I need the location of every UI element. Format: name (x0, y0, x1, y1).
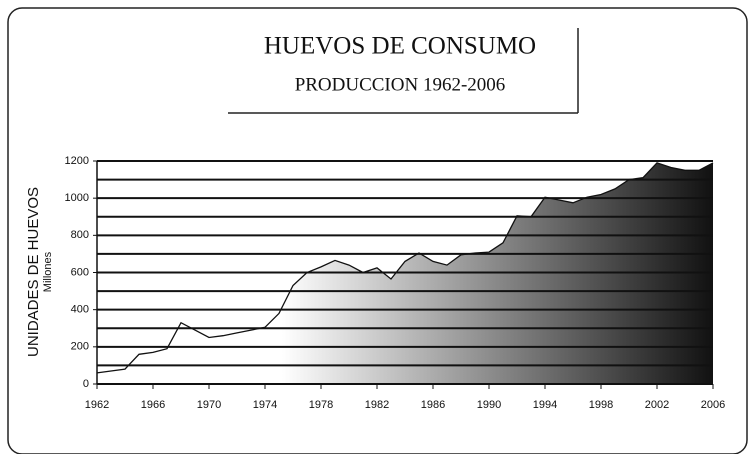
x-tick-label: 1998 (589, 399, 613, 411)
x-tick-label: 1994 (533, 399, 557, 411)
x-tick-label: 1962 (85, 399, 109, 411)
y-tick-label: 400 (71, 304, 89, 316)
y-axis-unit: Millones (42, 251, 54, 292)
x-tick-label: 2006 (701, 399, 725, 411)
y-tick-label: 600 (71, 266, 89, 278)
x-tick-label: 1978 (309, 399, 333, 411)
x-tick-label: 1970 (197, 399, 221, 411)
chart-title: HUEVOS DE CONSUMO (264, 33, 536, 60)
line (96, 162, 714, 374)
y-axis-label: UNIDADES DE HUEVOS (25, 187, 42, 357)
x-tick-label: 1982 (365, 399, 389, 411)
y-tick-label: 1000 (65, 192, 89, 204)
y-tick-label: 800 (71, 229, 89, 241)
y-tick-label: 1200 (65, 155, 89, 167)
x-tick-label: 2002 (645, 399, 669, 411)
x-tick-label: 1990 (477, 399, 501, 411)
x-tick-label: 1974 (253, 399, 277, 411)
x-tick-label: 1986 (421, 399, 445, 411)
y-tick-label: 0 (83, 378, 89, 390)
chart-subtitle: PRODUCCION 1962-2006 (295, 74, 506, 95)
x-tick-label: 1966 (141, 399, 165, 411)
y-tick-label: 200 (71, 341, 89, 353)
